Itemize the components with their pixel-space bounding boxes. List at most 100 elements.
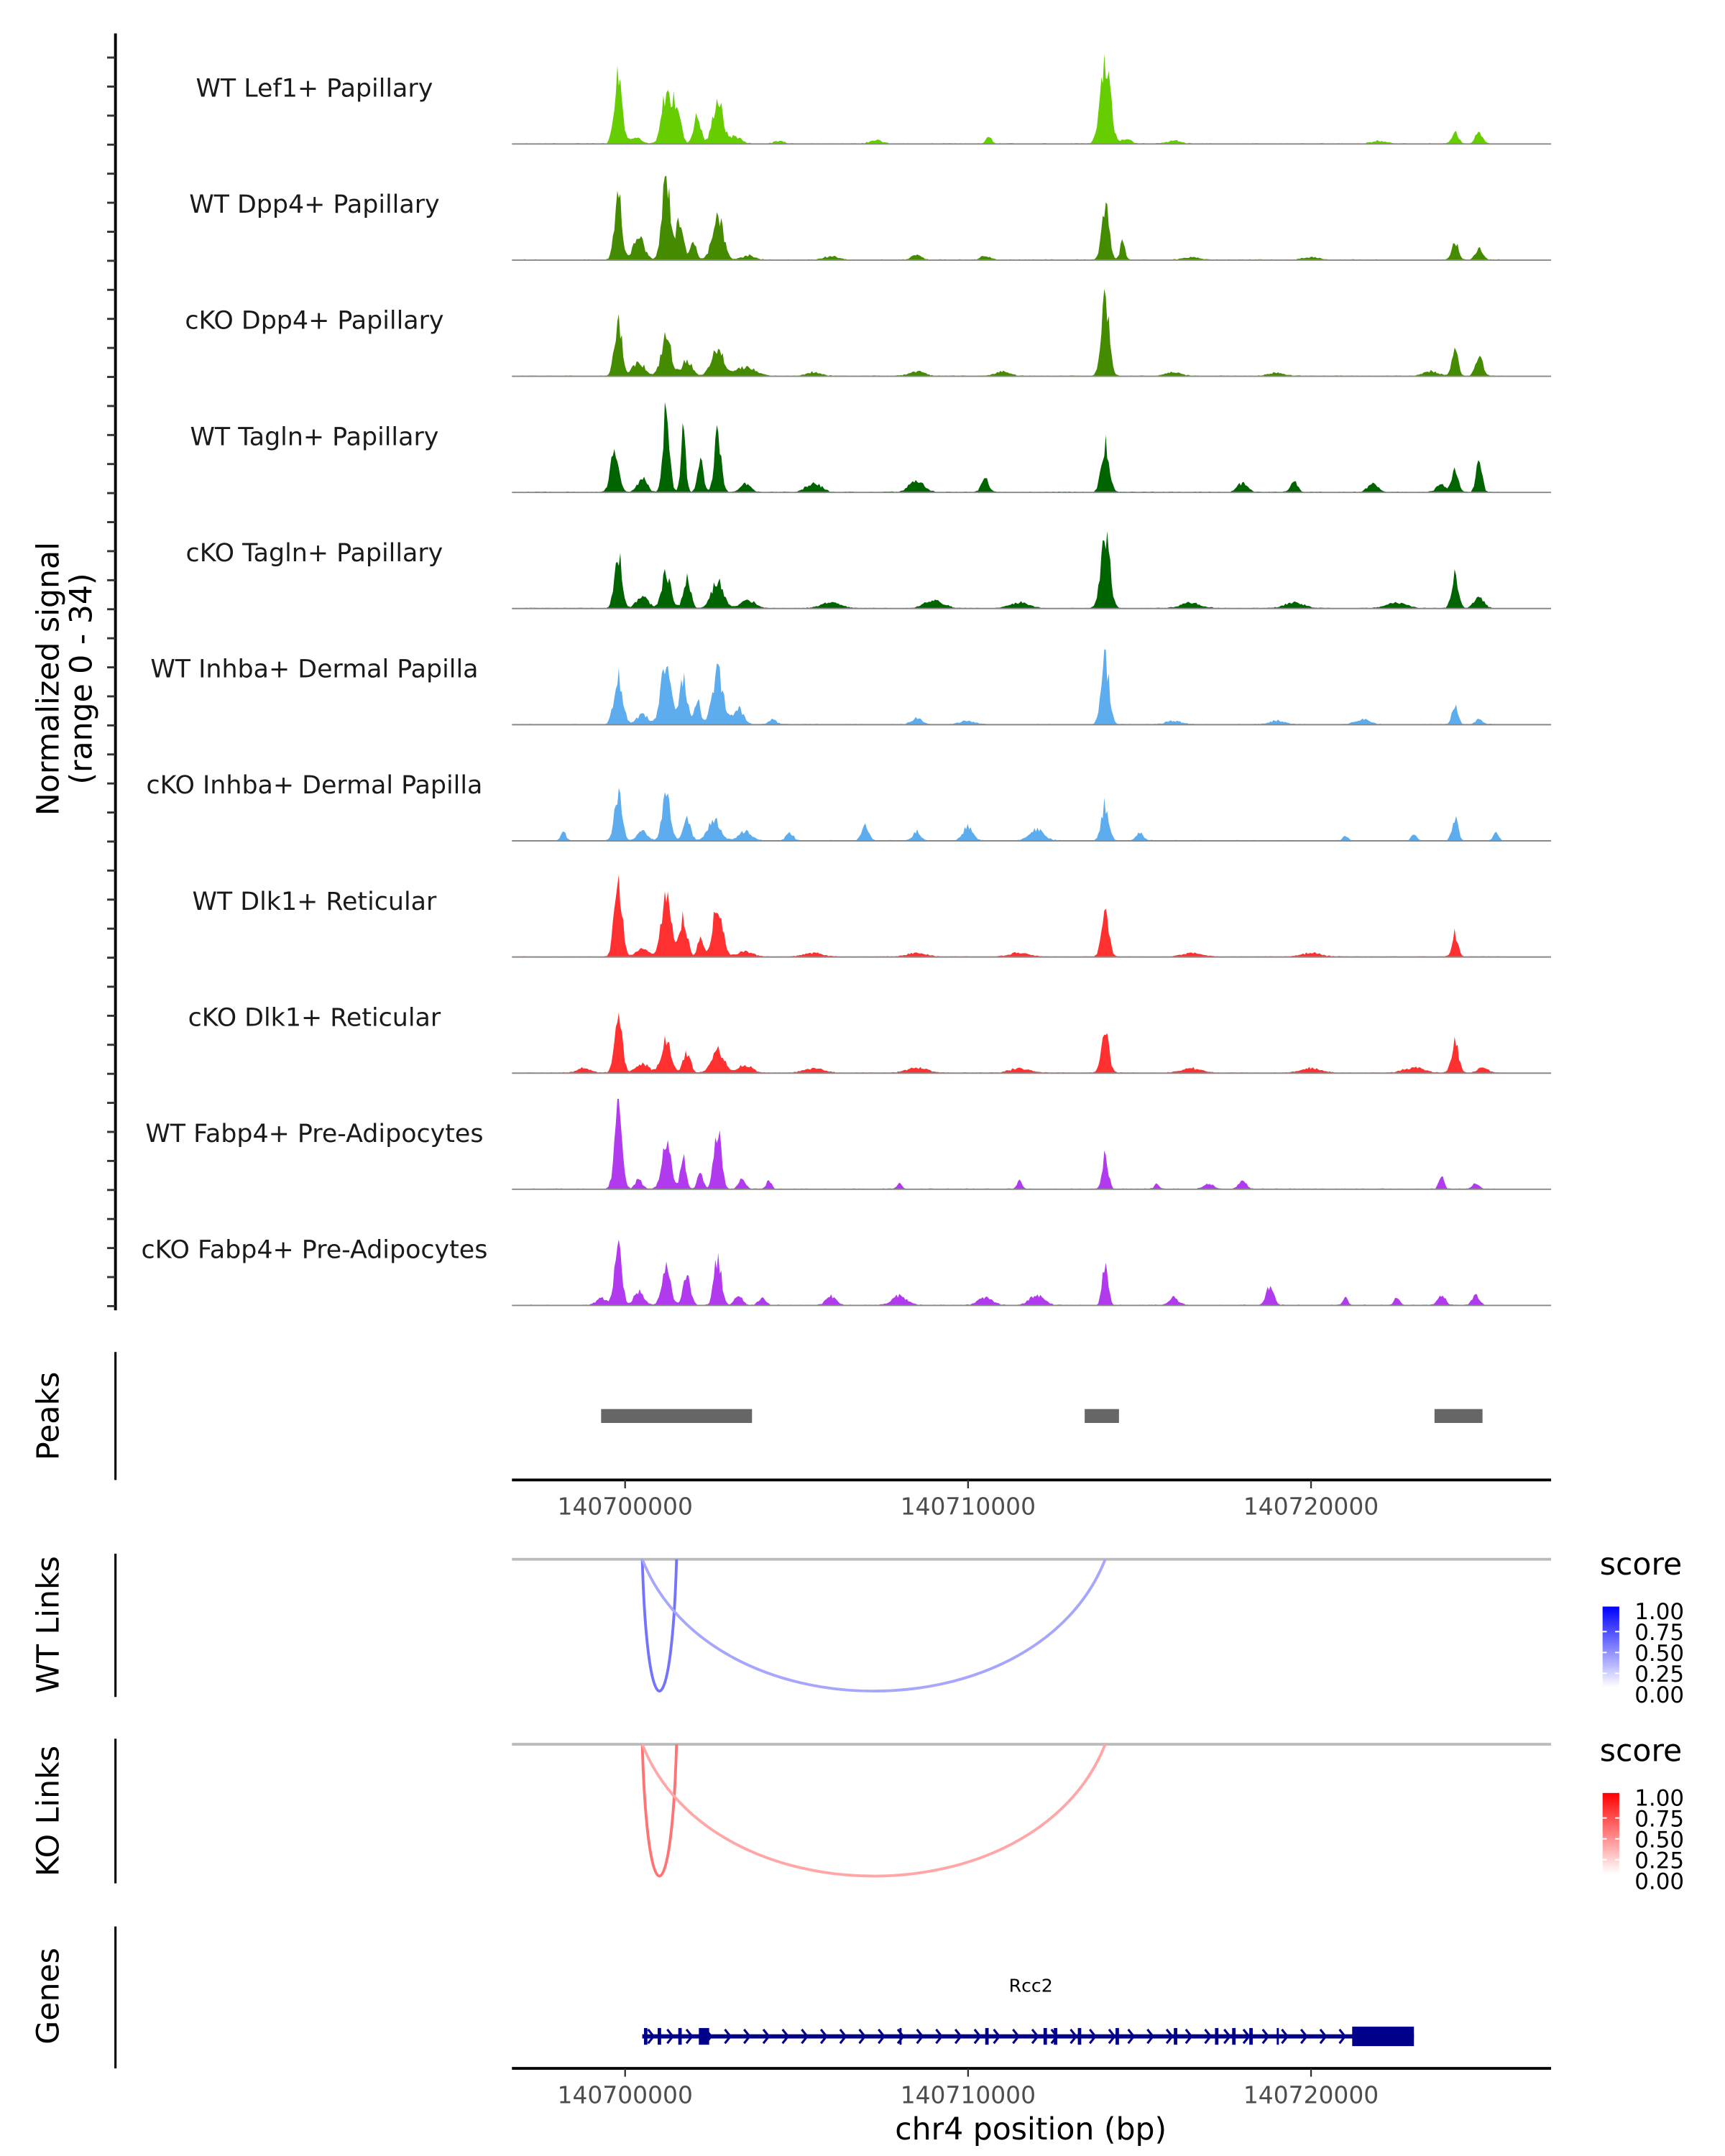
y-axis-title-line1: Normalized signal: [30, 542, 66, 816]
gene-exon: [1232, 2027, 1236, 2045]
gene-exon: [1276, 2027, 1279, 2045]
legend-tick-label: 0.25: [1634, 1848, 1684, 1874]
strand-arrow-icon: [1261, 2028, 1270, 2045]
legend-tick-label: 0.00: [1634, 1869, 1684, 1894]
strand-arrow-icon: [762, 2028, 770, 2045]
strand-arrow-icon: [1281, 2028, 1289, 2045]
x-axis-title: chr4 position (bp): [895, 2111, 1167, 2147]
coverage-area: [512, 402, 1552, 493]
coverage-tracks: WT Lef1+ Papillary WT Dpp4+ Papillary cKO …: [141, 53, 1552, 1307]
strand-arrow-icon: [916, 2028, 924, 2045]
legend-tick-label: 0.25: [1634, 1662, 1684, 1687]
coverage-track: WT Inhba+ Dermal Papilla: [150, 649, 1552, 726]
gene-name-label: Rcc2: [1009, 1976, 1053, 1996]
x-axis-tick-label: 140710000: [901, 1493, 1036, 1521]
track-label: cKO Dpp4+ Papillary: [185, 307, 443, 336]
gene-exon: [699, 2027, 709, 2045]
link-arc: [640, 1558, 1107, 1693]
y-axis-title-line2: (range 0 - 34): [64, 573, 100, 784]
x-axis-bottom: chr4 position (bp) 140700000 140710000 140…: [512, 2067, 1552, 2147]
strand-arrow-icon: [1146, 2028, 1155, 2045]
legend-tick-label: 0.75: [1634, 1620, 1684, 1646]
link-arc: [640, 1743, 1107, 1878]
coverage-area: [512, 1099, 1552, 1189]
score-legend: score 1.000.750.500.250.00: [1600, 1547, 1684, 1708]
strand-arrow-icon: [858, 2028, 867, 2045]
gene-exon: [678, 2027, 682, 2045]
strand-arrow-icon: [954, 2028, 962, 2045]
coverage-area: [512, 649, 1552, 725]
strand-arrow-icon: [647, 2028, 656, 2045]
coverage-track: cKO Inhba+ Dermal Papilla: [146, 771, 1552, 842]
strand-arrow-icon: [993, 2028, 1001, 2045]
gene-exon: [1352, 2027, 1414, 2047]
coverage-track: WT Tagln+ Papillary: [190, 402, 1552, 494]
peak-region: [1434, 1409, 1483, 1423]
strand-arrow-icon: [743, 2028, 751, 2045]
coverage-area: [512, 1013, 1552, 1074]
y-axis-title: Normalized signal (range 0 - 34): [30, 542, 99, 816]
links-track-label: KO Links: [30, 1746, 66, 1876]
peak-region: [601, 1409, 753, 1423]
strand-arrow-icon: [1108, 2028, 1116, 2045]
strand-arrow-icon: [1127, 2028, 1136, 2045]
score-legends: score1.000.750.500.250.00score1.000.750.…: [1600, 1547, 1684, 1894]
peaks-track-label: Peaks: [30, 1372, 66, 1460]
track-label: WT Dpp4+ Papillary: [189, 190, 439, 219]
gene-exon: [1116, 2027, 1119, 2045]
strand-arrow-icon: [724, 2028, 732, 2045]
gene-exon: [899, 2027, 902, 2045]
gene-exon: [1215, 2027, 1219, 2045]
strand-arrow-icon: [973, 2028, 982, 2045]
legend-tick-label: 0.75: [1634, 1806, 1684, 1832]
coverage-area: [512, 788, 1552, 841]
legend-tick-label: 1.00: [1634, 1785, 1684, 1811]
legend-colorbar: [1602, 1606, 1619, 1687]
strand-arrow-icon: [801, 2028, 809, 2045]
x-axis-tick-label: 140720000: [1243, 2081, 1379, 2109]
genes-track-label: Genes: [30, 1948, 66, 2045]
peak-region: [1085, 1409, 1119, 1423]
track-label: cKO Inhba+ Dermal Papilla: [146, 771, 482, 800]
strand-arrow-icon: [666, 2028, 675, 2045]
track-label: WT Fabp4+ Pre-Adipocytes: [145, 1120, 483, 1148]
strand-arrow-icon: [1184, 2028, 1193, 2045]
strand-arrow-icon: [1223, 2028, 1231, 2045]
strand-arrow-icon: [1012, 2028, 1021, 2045]
coverage-track: cKO Tagln+ Papillary: [186, 530, 1552, 609]
coverage-track: cKO Dlk1+ Reticular: [188, 1003, 1552, 1074]
track-label: WT Tagln+ Papillary: [190, 423, 438, 451]
track-label: WT Dlk1+ Reticular: [193, 888, 437, 916]
coverage-track: cKO Dpp4+ Papillary: [185, 289, 1552, 377]
coverage-track: WT Dlk1+ Reticular: [193, 875, 1552, 958]
legend-tick-label: 0.50: [1634, 1641, 1684, 1667]
coverage-area: [512, 530, 1552, 609]
gene-exon: [985, 2027, 989, 2045]
x-axis-tick-label: 140700000: [558, 2081, 693, 2109]
legend-tick-label: 0.00: [1634, 1682, 1684, 1708]
track-label: WT Lef1+ Papillary: [196, 75, 433, 103]
strand-arrow-icon: [1338, 2028, 1347, 2045]
y-axis: [107, 33, 117, 1311]
gene-exon: [658, 2027, 661, 2045]
legend-title: score: [1600, 1547, 1682, 1583]
strand-arrow-icon: [819, 2028, 828, 2045]
legend-tick-label: 0.50: [1634, 1827, 1684, 1853]
gene-exon: [643, 2027, 648, 2045]
x-axis-tick-label: 140710000: [901, 2081, 1036, 2109]
coverage-track: WT Dpp4+ Papillary: [189, 175, 1552, 261]
track-label: cKO Fabp4+ Pre-Adipocytes: [141, 1236, 487, 1265]
strand-arrow-icon: [1070, 2028, 1078, 2045]
gene-exon: [1054, 2027, 1057, 2045]
track-label: cKO Dlk1+ Reticular: [188, 1003, 441, 1032]
strand-arrow-icon: [685, 2028, 694, 2045]
x-axis-tick-label: 140700000: [558, 1493, 693, 1521]
links-track-label: WT Links: [30, 1556, 66, 1693]
links-tracks: WT Links KO Links: [30, 1553, 1552, 1884]
x-axis-tick-label: 140720000: [1243, 1493, 1379, 1521]
track-label: WT Inhba+ Dermal Papilla: [150, 655, 478, 684]
genes-track: Genes Rcc2: [30, 1926, 1414, 2069]
gene-exon: [1249, 2027, 1253, 2045]
strand-arrow-icon: [1204, 2028, 1213, 2045]
